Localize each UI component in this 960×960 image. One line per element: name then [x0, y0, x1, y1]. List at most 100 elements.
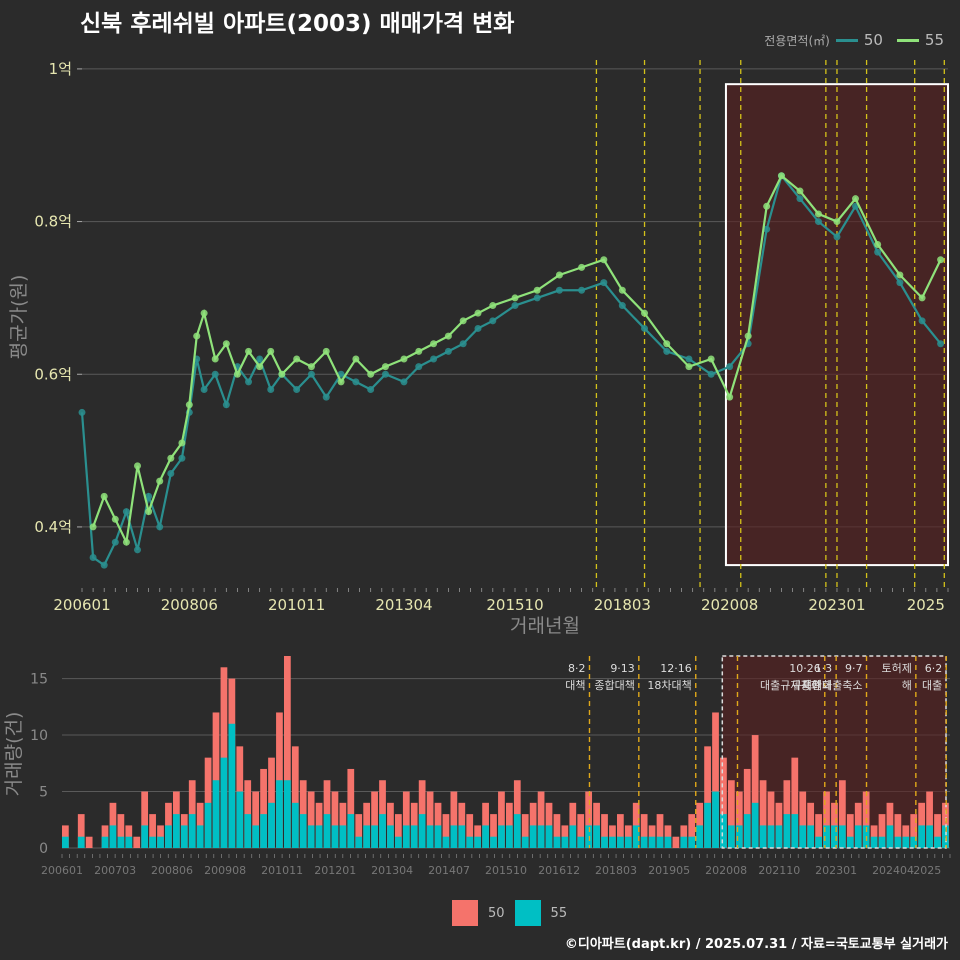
- data-point-55: [267, 347, 275, 355]
- data-point-50: [533, 294, 541, 302]
- bottom-y-tick-label: 0: [39, 841, 48, 857]
- data-point-55: [156, 477, 164, 485]
- data-point-50: [111, 538, 119, 546]
- volume-bar-50: [601, 814, 608, 848]
- data-point-55: [122, 538, 130, 546]
- volume-bar-55: [513, 814, 521, 848]
- data-point-50: [293, 386, 301, 394]
- bottom-x-tick-label: 201803: [595, 864, 637, 877]
- legend-box-55: [514, 900, 541, 926]
- data-point-55: [233, 370, 241, 378]
- volume-bar-50: [839, 780, 846, 848]
- series-line-50: [80, 173, 942, 567]
- volume-bar-50: [656, 814, 664, 848]
- data-point-50: [874, 248, 882, 256]
- y-axis-title: 평균가(원): [8, 275, 30, 360]
- volume-bar-55: [506, 825, 513, 848]
- data-point-55: [663, 340, 671, 348]
- bottom-x-tick-label: 201905: [648, 864, 690, 877]
- data-point-50: [415, 363, 423, 371]
- data-point-55: [796, 187, 804, 195]
- volume-bar-55: [284, 780, 291, 848]
- data-point-50: [511, 302, 519, 310]
- volume-bar-55: [125, 836, 133, 848]
- volume-bar-55: [878, 836, 886, 848]
- volume-bar-55: [846, 836, 854, 848]
- data-point-50: [267, 386, 275, 394]
- volume-bar-55: [299, 814, 307, 848]
- data-point-50: [918, 317, 926, 325]
- y-tick-label: 1억: [49, 60, 72, 78]
- data-point-55: [744, 332, 752, 340]
- volume-bar-55: [260, 814, 267, 848]
- data-point-50: [100, 561, 108, 569]
- data-point-50: [444, 347, 452, 355]
- data-point-55: [641, 309, 649, 317]
- volume-bar-55: [220, 757, 228, 848]
- data-point-50: [600, 279, 608, 287]
- data-point-55: [489, 302, 497, 310]
- volume-bar-55: [577, 836, 585, 848]
- volume-bar-55: [918, 825, 926, 848]
- x-tick-label: 200601: [53, 596, 110, 614]
- data-point-55: [685, 363, 693, 371]
- x-tick-label: 202301: [808, 596, 865, 614]
- data-point-50: [618, 302, 626, 310]
- data-point-50: [307, 370, 315, 378]
- volume-bar-55: [839, 825, 846, 848]
- volume-bar-50: [347, 768, 355, 848]
- volume-bar-55: [743, 814, 751, 848]
- annotation-date: 토허제: [881, 662, 911, 675]
- volume-bar-50: [291, 746, 299, 848]
- volume-bar-55: [117, 836, 125, 848]
- volume-bar-50: [284, 656, 291, 848]
- legend-bottom-label-55: 55: [550, 905, 568, 921]
- annotation-text: 대출: [922, 679, 942, 692]
- volume-bar-55: [601, 836, 608, 848]
- volume-bar-55: [363, 825, 371, 848]
- data-point-55: [89, 523, 97, 531]
- data-point-55: [533, 286, 541, 294]
- data-point-55: [851, 195, 859, 203]
- data-point-50: [167, 469, 175, 477]
- data-point-55: [352, 355, 360, 363]
- volume-bar-50: [252, 791, 260, 848]
- data-point-50: [814, 218, 822, 226]
- volume-bar-55: [593, 825, 600, 848]
- top-legend: 전용면적(㎡) 50 55: [764, 31, 952, 49]
- annotation-date: 10·26: [789, 662, 821, 675]
- volume-bar-55: [149, 836, 156, 848]
- legend-title: 전용면적(㎡): [764, 33, 830, 48]
- volume-bar-50: [553, 814, 561, 848]
- data-point-55: [167, 454, 175, 462]
- data-point-55: [726, 393, 734, 401]
- volume-bar-55: [815, 836, 822, 848]
- data-point-55: [322, 347, 330, 355]
- bottom-highlight-border: [721, 655, 947, 849]
- data-point-55: [367, 370, 375, 378]
- volume-bar-55: [165, 825, 172, 848]
- chart-title: 신북 후레쉬빌 아파트(2003) 매매가격 변화: [80, 11, 515, 37]
- volume-bar-55: [236, 791, 244, 848]
- x-tick-label: 201304: [375, 596, 432, 614]
- volume-bar-55: [854, 825, 862, 848]
- volume-bar-55: [450, 825, 458, 848]
- volume-bar-55: [791, 814, 799, 848]
- volume-bar-55: [783, 814, 791, 848]
- volume-bar-50: [577, 814, 585, 848]
- data-point-55: [459, 317, 467, 325]
- data-point-50: [833, 233, 841, 241]
- y-tick-label: 0.6억: [34, 365, 72, 383]
- data-point-55: [278, 370, 286, 378]
- volume-bar-55: [173, 814, 180, 848]
- data-point-50: [352, 378, 360, 386]
- data-point-55: [222, 340, 230, 348]
- volume-bar-55: [418, 814, 426, 848]
- volume-bar-50: [751, 735, 759, 848]
- y-tick-label: 0.8억: [34, 213, 72, 231]
- volume-bar-55: [188, 814, 196, 848]
- volume-bar-55: [720, 814, 727, 848]
- bottom-x-tick-label: 200601: [41, 864, 83, 877]
- volume-bar-55: [823, 825, 830, 848]
- volume-bar-55: [775, 825, 783, 848]
